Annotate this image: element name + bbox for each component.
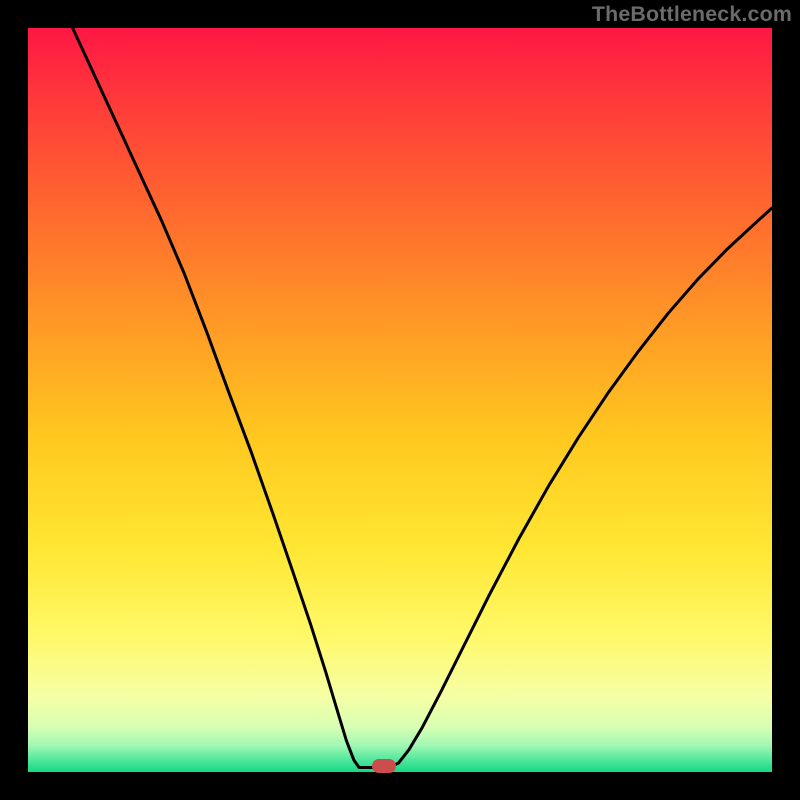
bottleneck-curve: [28, 28, 772, 772]
chart-frame: TheBottleneck.com: [0, 0, 800, 800]
watermark-text: TheBottleneck.com: [592, 2, 792, 27]
plot-area: [28, 28, 772, 772]
optimum-marker: [372, 759, 396, 773]
